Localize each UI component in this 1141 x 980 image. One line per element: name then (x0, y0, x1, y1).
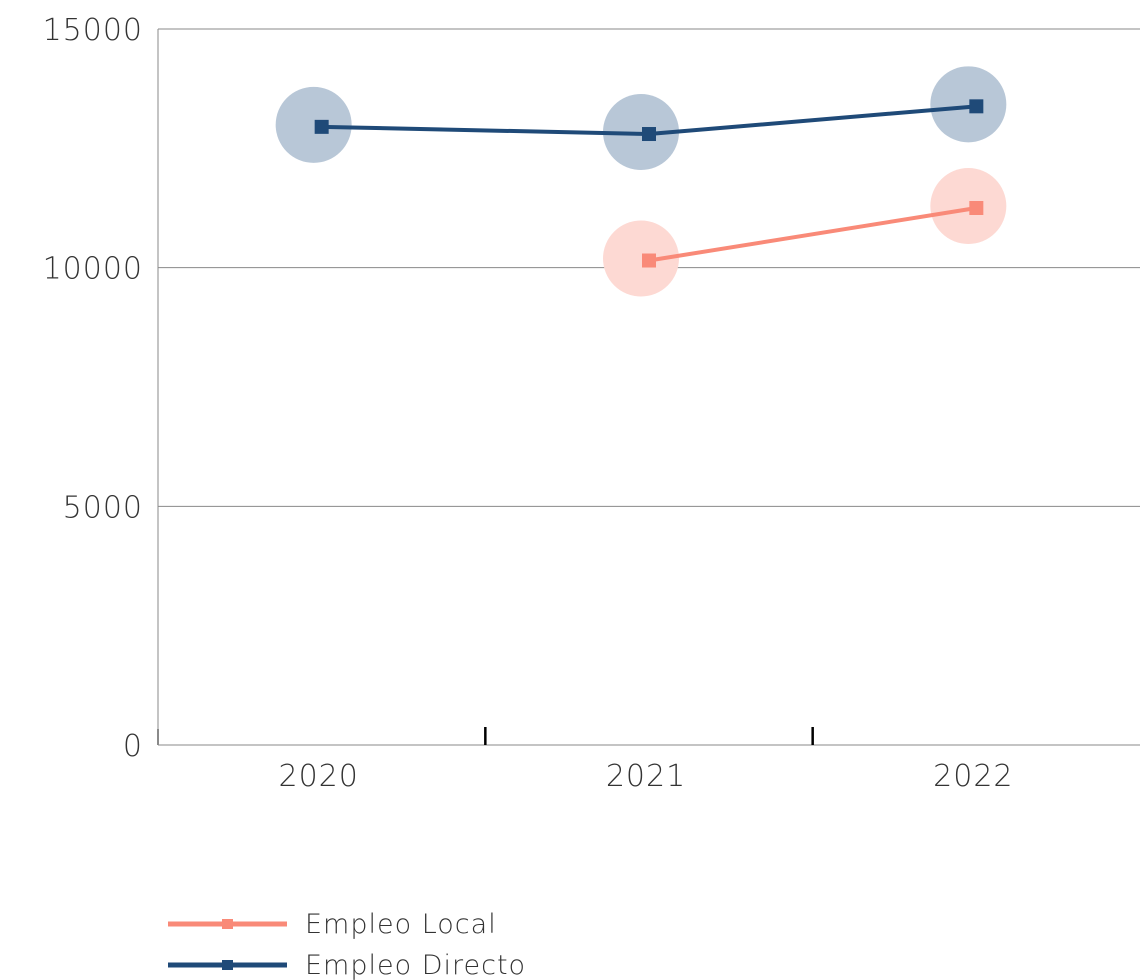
x-tick-label-2021: 2021 (606, 759, 686, 794)
point-empleo-directo-2022 (969, 99, 984, 114)
y-tick-label-15000: 15000 (43, 13, 143, 48)
legend-item-empleo-local: Empleo Local (168, 909, 497, 940)
halo-empleo-local-2021 (603, 220, 679, 297)
halo-empleo-directo-2022 (930, 66, 1007, 143)
y-tick-label-0: 0 (123, 729, 143, 764)
legend-item-empleo-directo: Empleo Directo (168, 950, 526, 980)
tick-labels: 0 5000 10000 15000 2020 2021 2022 (43, 13, 1013, 794)
series-layer (275, 66, 1007, 297)
point-empleo-directo-2021 (642, 127, 656, 142)
halo-empleo-directo-2020 (275, 86, 352, 163)
y-tick-label-5000: 5000 (63, 490, 143, 525)
y-tick-label-10000: 10000 (43, 252, 143, 287)
legend-label-empleo-local: Empleo Local (305, 909, 497, 940)
legend-label-empleo-directo: Empleo Directo (305, 950, 526, 980)
point-empleo-local-2022 (969, 201, 984, 215)
legend-swatch-marker-empleo-directo (222, 960, 233, 970)
legend: Empleo Local Empleo Directo (168, 909, 526, 980)
axes (157, 29, 1140, 746)
point-empleo-directo-2020 (314, 119, 329, 134)
point-empleo-local-2021 (642, 253, 656, 268)
x-tick-label-2022: 2022 (933, 759, 1013, 794)
halo-empleo-local-2022 (930, 168, 1007, 244)
series-empleo-local (603, 168, 1007, 297)
line-empleo-local (648, 206, 977, 263)
legend-swatch-marker-empleo-local (222, 919, 233, 929)
series-empleo-directo (275, 66, 1007, 171)
x-tick-label-2020: 2020 (278, 759, 358, 794)
